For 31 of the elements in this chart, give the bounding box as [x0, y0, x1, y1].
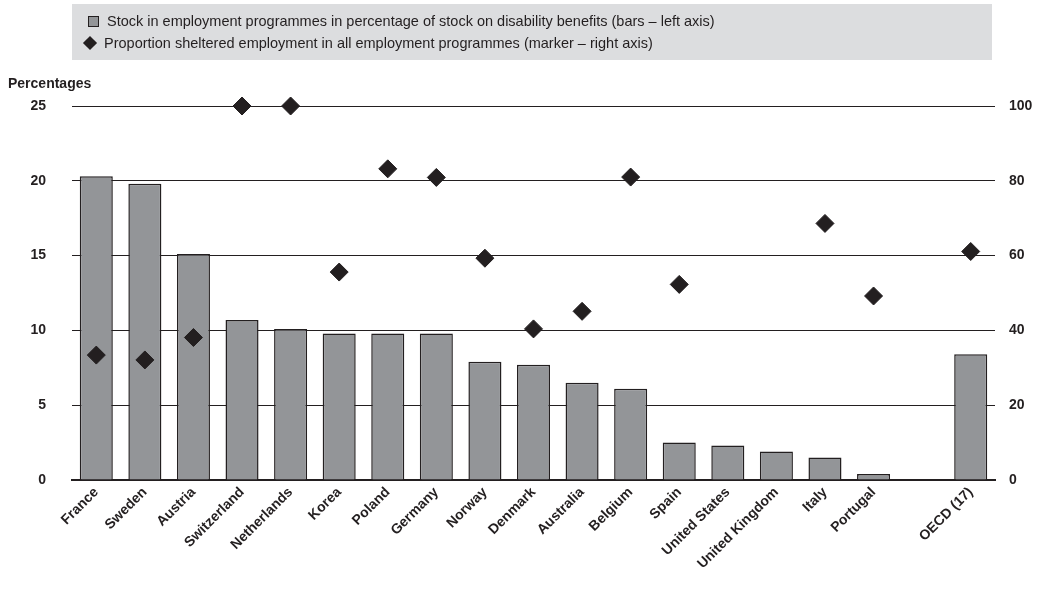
point	[232, 96, 252, 116]
y2-tick-label: 60	[1009, 246, 1025, 263]
y-tick-label: 15	[30, 246, 47, 263]
point	[961, 241, 981, 261]
y2-tick-label: 80	[1009, 171, 1025, 188]
y2-tick-label: 100	[1009, 96, 1033, 113]
point	[378, 159, 398, 179]
y2-tick-label: 0	[1009, 470, 1017, 487]
point	[621, 167, 641, 187]
y-tick-label: 20	[30, 171, 47, 188]
point	[426, 167, 446, 187]
point	[524, 319, 543, 339]
point	[86, 345, 106, 365]
y-tick-label: 10	[30, 321, 47, 338]
y2-tick-label: 20	[1009, 396, 1025, 413]
point	[815, 213, 835, 233]
point	[669, 274, 689, 294]
y-tick-label: 25	[30, 96, 47, 113]
point	[183, 328, 203, 348]
point	[572, 301, 592, 321]
point	[864, 286, 884, 306]
point	[281, 96, 301, 116]
point	[475, 248, 495, 268]
legend-label: Stock in employment programmes in percentage of stock on disability benefits (bars – left axis)	[107, 13, 715, 29]
point	[135, 350, 155, 370]
y-tick-label: 0	[38, 470, 47, 487]
legend-label: Proportion sheltered employment in all employment programmes (marker – right axis)	[104, 35, 653, 51]
y-axis-title: Percentages	[8, 75, 92, 91]
y2-tick-label: 40	[1009, 321, 1025, 338]
y-tick-label: 5	[38, 396, 47, 413]
point	[329, 262, 349, 282]
